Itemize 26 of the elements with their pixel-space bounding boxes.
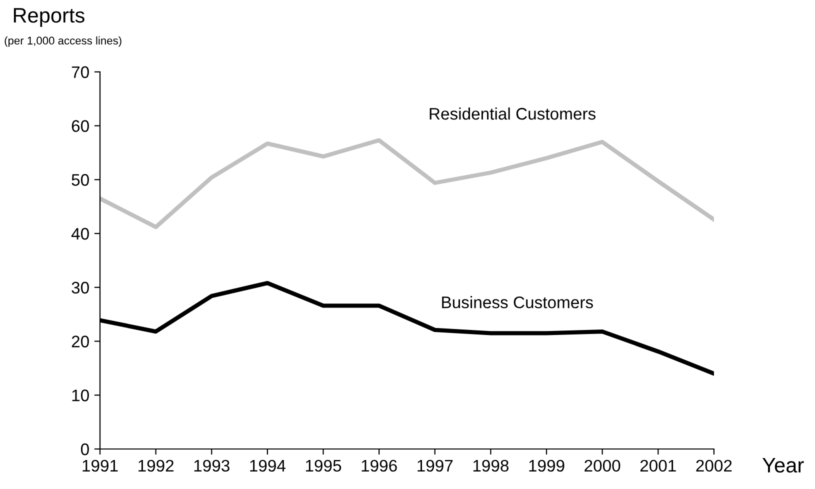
text: (per 1,000 access lines): [4, 36, 122, 47]
x-tick-label: 1998: [473, 460, 509, 472]
x-tick-label: 1999: [529, 460, 564, 472]
series-label: Business Customers: [442, 296, 593, 308]
x-tick-label: 1992: [138, 460, 174, 472]
x-tick-label: 2001: [640, 460, 676, 472]
x-tick-label: 2000: [584, 460, 620, 472]
y-axis-title: Reports: [14, 8, 84, 27]
x-tick-label: 1994: [250, 460, 286, 472]
series-label: Residential Customers: [430, 107, 596, 120]
y-tick-label: 20: [72, 336, 89, 348]
x-tick-label: 1993: [194, 460, 230, 472]
y-tick-label: 0: [80, 443, 89, 456]
y-tick-label: 50: [72, 174, 89, 186]
line-series: [100, 138, 714, 230]
y-tick-label: 10: [72, 390, 89, 402]
y-tick-label: 70: [72, 66, 89, 78]
x-tick-label: 1991: [82, 460, 118, 472]
x-tick-label: 2002: [696, 460, 732, 472]
x-tick-label: 1995: [306, 460, 342, 472]
x-tick-label: 1996: [362, 460, 397, 472]
x-axis-title: Year: [762, 458, 804, 473]
x-tick-label: 1997: [418, 460, 453, 472]
y-tick-label: 60: [72, 120, 89, 132]
y-tick-label: 40: [71, 228, 89, 240]
y-tick-label: 30: [72, 282, 89, 294]
